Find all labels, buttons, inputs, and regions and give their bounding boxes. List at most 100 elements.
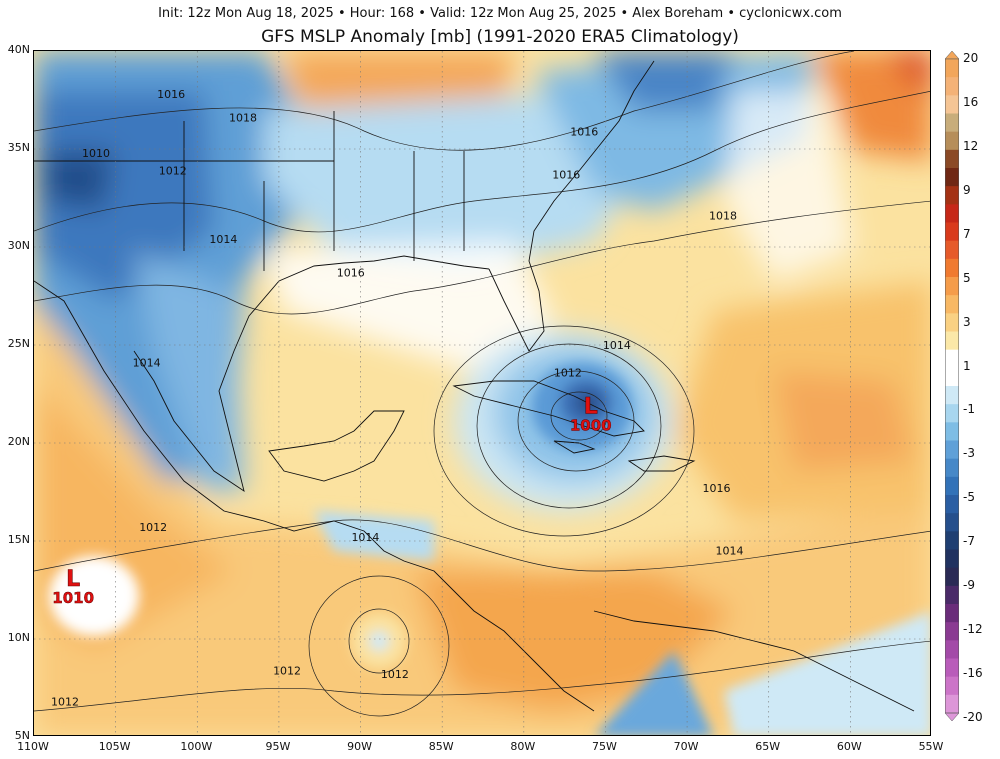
anomaly-map: 1016 1018 1010 1012 1014 1016 1016 1016 1018 1014… [34,51,930,735]
isobar-labels: 1016 1018 1010 1012 1014 1016 1016 1016 1018 1014… [51,88,744,709]
isobar-label: 1012 [51,696,79,709]
colorbar-tick-label: 5 [963,270,971,285]
lon-tick-label: 55W [918,740,944,753]
colorbar-swatch [945,131,959,151]
colorbar-swatch [945,495,959,514]
isobar-label: 1012 [139,521,167,534]
lat-tick-label: 10N [7,631,30,644]
isobar-label: 1014 [603,339,631,352]
colorbar-swatch [945,95,959,114]
colorbar-swatch [945,113,959,133]
isobar-label: 1014 [209,233,237,246]
map-panel: 1016 1018 1010 1012 1014 1016 1016 1016 1018 1014… [33,50,931,736]
lat-tick-label: 15N [7,533,30,546]
colorbar-swatch [945,204,959,223]
colorbar-swatch [945,77,959,96]
colorbar-tick-label: 12 [963,138,979,153]
lon-tick-label: 90W [347,740,372,753]
colorbar-swatch [945,168,959,187]
isobar-label: 1016 [570,125,598,138]
colorbar-swatch [945,349,959,369]
isobar-label: 1012 [381,668,409,681]
colorbar-swatch [945,295,959,314]
colorbar-swatch [945,422,959,441]
colorbar-swatch [945,567,959,587]
low-pressure-letter: L [584,395,598,420]
lon-tick-label: 85W [428,740,454,753]
colorbar-tick-label: -20 [963,710,983,724]
colorbar-swatch [945,622,959,641]
lon-tick-label: 75W [592,740,617,753]
colorbar-swatch [945,694,959,714]
colorbar-swatch [945,476,959,496]
colorbar-tick-label: -12 [963,622,983,637]
isobar-label: 1016 [552,168,580,181]
colorbar-tick-label: 20 [963,51,979,65]
colorbar-tick-label: -5 [963,490,975,505]
lat-tick-label: 35N [7,141,30,154]
colorbar-swatch [945,531,959,550]
lon-tick-label: 105W [98,740,131,753]
colorbar-tick-label: -3 [963,446,975,461]
isobar-label: 1018 [229,112,257,125]
colorbar-swatch [945,440,959,460]
lon-tick-label: 65W [755,740,781,753]
isobar-label: 1016 [337,266,365,279]
colorbar-tick-label: -7 [963,534,975,549]
lat-tick-label: 40N [7,43,30,56]
lat-tick-label: 5N [14,729,30,742]
low-pressure-value: 1000 [570,417,612,435]
colorbar-swatch [945,458,959,478]
colorbar-swatch [945,149,959,169]
lat-tick-label: 30N [7,239,30,252]
colorbar-tick-label: 3 [963,314,971,329]
isobar-label: 1014 [133,357,161,370]
lon-tick-label: 95W [265,740,291,753]
isobar-label: 1016 [157,88,185,101]
colorbar-swatch [945,240,959,260]
isobar-label: 1010 [82,147,110,160]
colorbar-frame [945,58,959,714]
coastlines [34,60,915,712]
anomaly-fill [34,51,930,735]
colorbar-tick-label: 7 [963,226,971,241]
colorbar-swatch [945,676,959,696]
colorbar-min-arrow [944,712,960,722]
lon-tick-label: 110W [17,740,49,753]
colorbar [944,50,960,735]
colorbar-swatch [945,513,959,532]
colorbar-tick-label: 1 [963,358,971,373]
isobar-label: 1016 [702,482,730,495]
colorbar-swatch [945,604,959,623]
colorbar-swatch [945,313,959,332]
lon-tick-label: 70W [673,740,699,753]
colorbar-swatch [945,404,959,423]
isobar-label: 1018 [709,210,737,223]
isobar-lines [34,51,930,717]
colorbar-swatch [945,585,959,605]
colorbar-swatch [945,222,959,242]
colorbar-swatch [945,549,959,569]
colorbar-tick-label: -1 [963,402,975,417]
run-info: Init: 12z Mon Aug 18, 2025 • Hour: 168 •… [158,6,842,21]
lon-tick-label: 60W [836,740,862,753]
colorbar-swatch [945,258,959,278]
isobar-label: 1014 [716,545,744,558]
colorbar-tick-label: -16 [963,666,983,681]
isobar-label: 1014 [351,531,379,544]
colorbar-tick-label: -9 [963,578,975,593]
isobar-label: 1012 [554,366,582,379]
lon-tick-label: 80W [510,740,536,753]
lat-tick-label: 25N [7,337,30,350]
colorbar-swatch [945,386,959,405]
isobar-label: 1012 [273,664,301,677]
colorbar-max-arrow [944,50,960,60]
map-title: GFS MSLP Anomaly [mb] (1991-2020 ERA5 Cl… [261,27,739,47]
colorbar-swatch [945,640,959,659]
colorbar-swatch [945,658,959,678]
lat-tick-label: 20N [7,435,30,448]
colorbar-swatch [945,367,959,387]
colorbar-swatch [945,59,959,78]
isobar-label: 1012 [159,164,187,177]
